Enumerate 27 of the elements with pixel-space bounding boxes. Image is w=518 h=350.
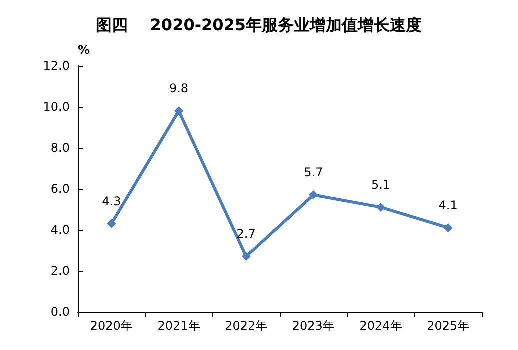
point [174,106,184,116]
y-tick-label: 2.0 [50,264,70,278]
point [107,219,116,228]
y-tick-label: 0.0 [50,305,70,319]
x-tick-label: 2022年 [225,319,268,333]
data-label: 2.7 [236,227,256,242]
point [444,223,453,232]
data-label: 4.1 [438,198,458,212]
x-tick-label: 2021年 [158,319,200,333]
y-tick-label: 10.0 [43,100,70,114]
y-tick-label: 12.0 [43,59,70,73]
x-tick-label: 2024年 [360,319,402,333]
data-label: 9.8 [169,82,189,96]
y-tick-label: 6.0 [50,182,70,196]
data-label: 4.3 [102,194,122,208]
point [242,252,251,262]
data-label: 5.7 [304,166,324,180]
data-label: 5.1 [371,178,391,192]
y-tick-label: 8.0 [50,141,70,155]
point [309,190,318,200]
x-tick-label: 2023年 [292,319,335,333]
chart-title: 图四 2020-2025年服务业增加值增长速度 [96,16,422,34]
y-tick-label: 4.0 [50,223,70,237]
x-tick-label: 2025年 [427,319,470,333]
y-axis-title: % [78,43,90,57]
point [376,202,386,212]
x-tick-label: 2020年 [90,319,133,333]
